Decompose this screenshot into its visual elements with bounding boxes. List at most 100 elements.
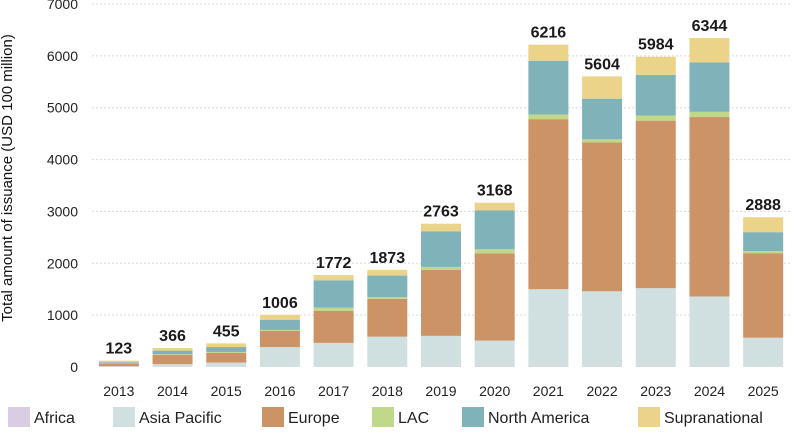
bar-segment-north-america [421,231,461,266]
bar-segment-asia-pacific [153,364,193,367]
bar-segment-asia-pacific [475,341,515,367]
bar-segment-lac [260,330,300,331]
legend-item-asia-pacific: Asia Pacific [113,407,222,427]
bar-segment-north-america [99,362,139,363]
legend-swatch [262,407,284,427]
total-label: 366 [159,328,186,345]
total-label: 2888 [745,197,781,214]
bar-segment-europe [260,331,300,347]
legend-label: North America [488,410,589,427]
total-label: 2763 [423,204,459,221]
legend-swatch [8,407,30,427]
bar-segment-asia-pacific [582,291,622,366]
bar-segment-supranational [475,203,515,211]
x-tick-label: 2022 [586,383,617,399]
bar-segment-north-america [153,351,193,355]
total-label: 5604 [584,56,620,73]
bar-segment-supranational [582,76,622,98]
y-tick-label: 3000 [47,203,78,219]
bar-segment-north-america [475,210,515,249]
bar-segment-asia-pacific [367,337,407,367]
bar-segment-lac [528,114,568,119]
bar-segment-europe [206,353,246,363]
total-label: 6216 [531,25,567,42]
bar-segment-lac [475,249,515,253]
x-tick-label: 2019 [425,383,456,399]
bar-segment-north-america [743,232,783,251]
bar-segment-asia-pacific [206,363,246,367]
bar-segment-supranational [367,270,407,276]
bar-segment-lac [153,354,193,355]
bar-segment-europe [528,119,568,289]
bar-segment-europe [475,253,515,340]
bar-segment-europe [689,117,729,296]
y-tick-label: 4000 [47,152,78,168]
x-tick-label: 2017 [318,383,349,399]
bar-segment-europe [421,270,461,336]
bar-segment-north-america [528,61,568,115]
legend-swatch [113,407,135,427]
x-tick-label: 2025 [748,383,779,399]
total-label: 455 [213,323,240,340]
bar-segment-supranational [314,275,354,280]
total-label: 1006 [262,295,298,312]
y-tick-label: 0 [70,359,78,375]
bar-segment-lac [689,112,729,117]
y-tick-label: 6000 [47,48,78,64]
bar-segment-north-america [260,320,300,330]
legend-item-europe: Europe [262,407,340,427]
legend-label: LAC [398,410,429,427]
legend-swatch [638,407,660,427]
bar-segment-north-america [689,62,729,111]
bar-segment-europe [153,355,193,364]
legend-item-supranational: Supranational [638,407,763,427]
bar-segment-europe [582,142,622,291]
x-tick-label: 2023 [640,383,671,399]
bar-segment-asia-pacific [314,343,354,367]
x-tick-label: 2016 [264,383,295,399]
bar-segment-lac [582,139,622,142]
total-label: 1873 [370,250,406,267]
x-tick-label: 2013 [103,383,134,399]
x-tick-label: 2014 [157,383,188,399]
bar-segment-africa [582,366,622,367]
bar-segment-supranational [636,57,676,75]
y-axis-title: Total amount of issuance (USD 100 millio… [0,34,16,322]
bar-segment-africa [528,366,568,367]
bar-segment-lac [367,297,407,299]
bar-segment-africa [636,366,676,367]
total-label: 3168 [477,183,513,200]
bar-segment-north-america [367,276,407,298]
bar-segment-asia-pacific [689,296,729,366]
bars [99,38,783,367]
bar-segment-supranational [260,315,300,320]
bar-segment-north-america [636,75,676,116]
y-tick-label: 5000 [47,100,78,116]
bar-segment-supranational [528,45,568,61]
total-label: 123 [105,341,132,358]
bar-segment-asia-pacific [636,288,676,366]
bar-segment-asia-pacific [260,347,300,367]
legend-swatch [372,407,394,427]
bar-segment-europe [99,364,139,367]
bar-segment-lac [743,251,783,253]
x-tick-label: 2020 [479,383,510,399]
total-label: 5984 [638,37,674,54]
bar-segment-asia-pacific [421,336,461,367]
bar-segment-supranational [206,343,246,347]
bar-segment-north-america [206,347,246,352]
legend-label: Europe [288,410,340,427]
legend-item-africa: Africa [8,407,75,427]
bar-segment-asia-pacific [528,289,568,366]
bar-segment-europe [314,311,354,343]
bar-segment-supranational [421,224,461,232]
legend-label: Supranational [664,410,763,427]
bar-segment-north-america [582,99,622,140]
bar-segment-north-america [314,280,354,307]
legend-item-lac: LAC [372,407,429,427]
y-tick-label: 1000 [47,307,78,323]
bar-segment-supranational [689,38,729,62]
